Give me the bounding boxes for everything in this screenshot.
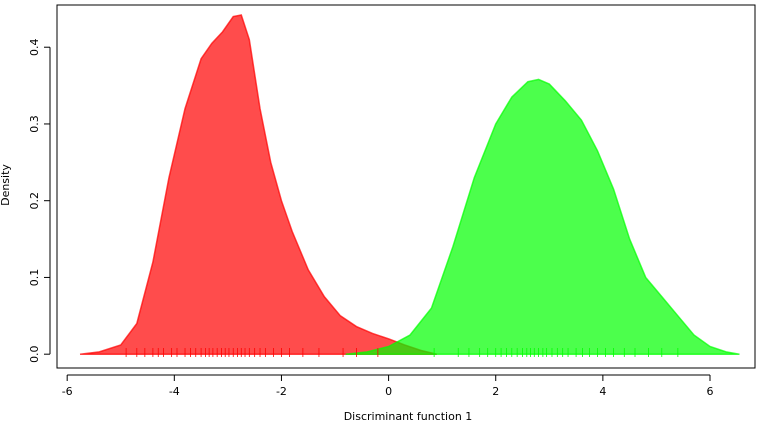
x-tick-label: 4 xyxy=(599,385,606,398)
x-tick-label: -4 xyxy=(169,385,180,398)
y-tick-label: 0.0 xyxy=(28,345,41,363)
y-axis-title: Density xyxy=(0,164,12,206)
y-tick-label: 0.1 xyxy=(28,269,41,287)
y-tick-label: 0.2 xyxy=(28,192,41,210)
plot-box xyxy=(56,4,756,369)
y-tick-label: 0.4 xyxy=(28,38,41,56)
density-area xyxy=(345,78,740,355)
y-tick-label: 0.3 xyxy=(28,115,41,133)
x-tick-label: -2 xyxy=(276,385,287,398)
x-tick-label: -6 xyxy=(62,385,73,398)
x-axis-title: Discriminant function 1 xyxy=(344,410,473,423)
x-tick-label: 6 xyxy=(707,385,714,398)
x-tick-label: 2 xyxy=(492,385,499,398)
x-tick-label: 0 xyxy=(385,385,392,398)
density-area xyxy=(79,14,437,355)
